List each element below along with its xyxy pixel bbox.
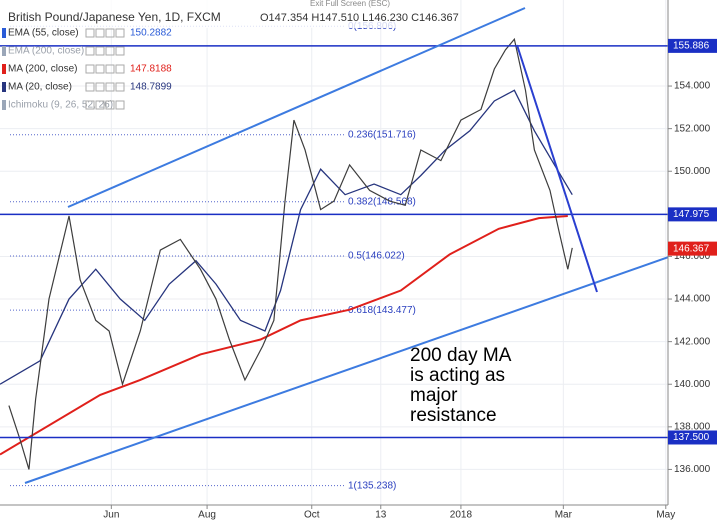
legend-swatch bbox=[2, 64, 6, 74]
annotation-line: resistance bbox=[410, 405, 497, 426]
legend-button[interactable] bbox=[105, 46, 115, 56]
legend-button[interactable] bbox=[95, 46, 105, 56]
chart-title: British Pound/Japanese Yen, 1D, FXCM bbox=[8, 10, 221, 24]
trend-line bbox=[67, 7, 526, 208]
legend-button[interactable] bbox=[95, 100, 105, 110]
axis-background bbox=[0, 505, 668, 521]
annotation-line: 200 day MA bbox=[410, 345, 512, 366]
legend-label: MA (20, close) bbox=[8, 82, 72, 93]
indicator-line bbox=[0, 214, 568, 456]
y-tick-label: 136.000 bbox=[674, 464, 711, 475]
legend-button[interactable] bbox=[115, 46, 125, 56]
legend-button[interactable] bbox=[95, 64, 105, 74]
x-tick-label: 13 bbox=[375, 510, 387, 521]
trend-line bbox=[24, 239, 717, 484]
grid bbox=[0, 0, 668, 505]
legend-button[interactable] bbox=[105, 100, 115, 110]
fib-label: 0.382(148.568) bbox=[348, 196, 416, 207]
x-tick-label: Oct bbox=[304, 510, 320, 521]
y-tick-label: 142.000 bbox=[674, 336, 711, 347]
legend-reading: 147.8188 bbox=[130, 64, 172, 75]
legend-button[interactable] bbox=[115, 64, 125, 74]
level-tag bbox=[668, 38, 717, 53]
legend-button[interactable] bbox=[105, 64, 115, 74]
fib-label: 1(135.238) bbox=[348, 480, 396, 491]
x-tick-label: May bbox=[656, 510, 675, 521]
x-tick-label: Jun bbox=[103, 510, 119, 521]
legend-label: MA (200, close) bbox=[8, 64, 77, 75]
indicator-line bbox=[0, 89, 573, 385]
legend-reading: 148.7899 bbox=[130, 82, 172, 93]
fib-label: 0.236(151.716) bbox=[348, 129, 416, 140]
legend-button[interactable] bbox=[105, 82, 115, 92]
toolbar-button[interactable]: Exit Full Screen (ESC) bbox=[310, 0, 390, 8]
level-label: 146.367 bbox=[673, 243, 710, 254]
header-background bbox=[0, 0, 430, 28]
trend-line bbox=[516, 44, 598, 293]
legend-label: Ichimoku (9, 26, 52, 26) bbox=[8, 100, 113, 111]
legend-button[interactable] bbox=[95, 82, 105, 92]
legend-button[interactable] bbox=[85, 82, 95, 92]
x-tick-label: 2018 bbox=[450, 510, 473, 521]
legend-button[interactable] bbox=[115, 100, 125, 110]
level-tag bbox=[668, 430, 717, 445]
legend-button[interactable] bbox=[85, 28, 95, 38]
fib-label: 0.5(146.022) bbox=[348, 251, 405, 262]
y-tick-label: 140.000 bbox=[674, 379, 711, 390]
y-tick-label: 144.000 bbox=[674, 294, 711, 305]
y-tick-label: 146.000 bbox=[674, 251, 711, 262]
legend-button[interactable] bbox=[85, 64, 95, 74]
ohlc: O147.354 H147.510 L146.230 C146.367 bbox=[260, 12, 459, 24]
legend-swatch bbox=[2, 82, 6, 92]
level-label: 155.886 bbox=[673, 41, 710, 52]
annotation-line: is acting as bbox=[410, 365, 505, 386]
annotation: 200 day MA is acting as major resistance bbox=[410, 345, 512, 426]
legend-label: EMA (55, close) bbox=[8, 28, 79, 39]
legend-swatch bbox=[2, 46, 6, 56]
legend-reading: 150.2882 bbox=[130, 28, 172, 39]
legend-button[interactable] bbox=[95, 28, 105, 38]
legend-button[interactable] bbox=[105, 28, 115, 38]
level-tag bbox=[668, 207, 717, 222]
fib-label: 0.618(143.477) bbox=[348, 305, 416, 316]
header: British Pound/Japanese Yen, 1D, FXCM O14… bbox=[0, 0, 459, 28]
legend-label: EMA (200, close) bbox=[8, 46, 84, 57]
y-tick-label: 150.000 bbox=[674, 166, 711, 177]
legend-button[interactable] bbox=[85, 100, 95, 110]
legend: EMA (55, close) 150.2882 EMA (200, close) M… bbox=[2, 28, 172, 111]
legend-button[interactable] bbox=[115, 82, 125, 92]
level-label: 137.500 bbox=[673, 432, 710, 443]
annotation-line: major bbox=[410, 385, 458, 406]
x-tick-label: Aug bbox=[198, 510, 216, 521]
level-tag bbox=[668, 241, 717, 256]
y-tick-label: 152.000 bbox=[674, 123, 711, 134]
y-tick-label: 154.000 bbox=[674, 81, 711, 92]
legend-swatch bbox=[2, 28, 6, 38]
legend-button[interactable] bbox=[85, 46, 95, 56]
level-label: 147.975 bbox=[673, 209, 710, 220]
x-tick-label: Mar bbox=[555, 510, 573, 521]
y-tick-label: 138.000 bbox=[674, 421, 711, 432]
legend-button[interactable] bbox=[115, 28, 125, 38]
legend-swatch bbox=[2, 100, 6, 110]
